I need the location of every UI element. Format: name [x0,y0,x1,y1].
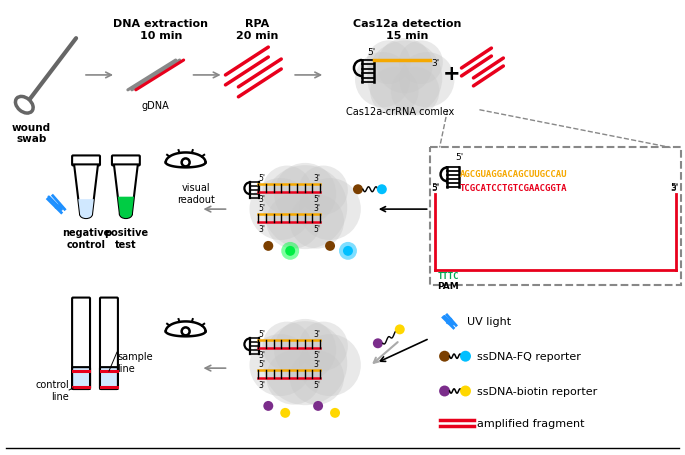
Text: ssDNA-FQ reporter: ssDNA-FQ reporter [477,351,582,361]
Circle shape [285,246,295,256]
FancyBboxPatch shape [72,298,90,389]
Text: 3': 3' [258,195,265,204]
Text: 5': 5' [258,174,265,183]
Circle shape [325,242,335,251]
Text: 5': 5' [313,380,320,389]
Text: sample
line: sample line [117,352,153,373]
Polygon shape [118,197,134,215]
Circle shape [313,401,323,411]
Ellipse shape [120,211,132,218]
Text: 3': 3' [313,204,320,212]
Text: 3': 3' [432,182,440,192]
Circle shape [439,386,450,397]
Text: 5': 5' [258,359,265,369]
Ellipse shape [80,211,92,218]
Text: DNA extraction
10 min: DNA extraction 10 min [113,19,208,41]
Text: 5': 5' [313,195,320,204]
Text: AGCGUAGGACAGCUUGCCAU: AGCGUAGGACAGCUUGCCAU [460,170,567,179]
Text: TCGCATCCTGTCGAACGGTA: TCGCATCCTGTCGAACGGTA [460,184,567,193]
Text: 3': 3' [313,329,320,339]
Text: +: + [443,64,460,84]
Circle shape [282,243,299,260]
Circle shape [263,242,273,251]
Text: 5': 5' [313,350,320,359]
Text: 5': 5' [432,184,440,193]
Circle shape [460,386,471,397]
FancyBboxPatch shape [72,367,90,389]
Text: RPA
20 min: RPA 20 min [236,19,279,41]
Circle shape [330,408,340,418]
Text: 3': 3' [671,184,679,193]
Text: 3': 3' [258,350,265,359]
Text: gDNA: gDNA [142,101,170,111]
Circle shape [343,246,353,256]
FancyBboxPatch shape [100,367,118,389]
Text: Cas12a-crRNA comlex: Cas12a-crRNA comlex [346,106,454,116]
Text: 3': 3' [313,359,320,369]
Circle shape [373,339,383,349]
Ellipse shape [120,211,132,218]
FancyBboxPatch shape [72,156,100,166]
FancyBboxPatch shape [100,298,118,389]
Text: 3': 3' [258,224,265,233]
Text: 5': 5' [258,204,265,212]
Ellipse shape [16,97,33,114]
Polygon shape [74,165,98,215]
Text: visual
readout: visual readout [177,183,214,204]
Text: control
line: control line [36,379,69,401]
Text: Cas12a detection
15 min: Cas12a detection 15 min [353,19,461,41]
Polygon shape [114,165,138,215]
FancyBboxPatch shape [429,148,681,285]
Text: 3': 3' [313,174,320,183]
Circle shape [263,401,273,411]
Text: amplified fragment: amplified fragment [477,418,585,428]
Text: PAM: PAM [438,281,460,290]
Text: positive
test: positive test [104,228,148,249]
Text: 5': 5' [671,182,679,192]
Text: TTTC: TTTC [438,271,459,280]
Polygon shape [78,200,94,215]
Text: ssDNA-biotin reporter: ssDNA-biotin reporter [477,386,598,396]
Circle shape [280,408,290,418]
Text: 3': 3' [258,380,265,389]
Text: 5': 5' [368,48,376,57]
Text: UV light: UV light [467,317,512,327]
Circle shape [439,351,450,362]
Text: wound
swab: wound swab [12,122,51,144]
Ellipse shape [80,211,92,218]
Circle shape [377,185,387,195]
Circle shape [339,243,357,260]
Circle shape [395,325,405,334]
Text: 3': 3' [432,58,440,67]
Text: 5': 5' [456,153,464,162]
Text: 5': 5' [258,329,265,339]
Circle shape [460,351,471,362]
Text: negative
control: negative control [62,228,110,249]
Circle shape [353,185,363,195]
FancyBboxPatch shape [112,156,140,166]
Text: 5': 5' [313,224,320,233]
